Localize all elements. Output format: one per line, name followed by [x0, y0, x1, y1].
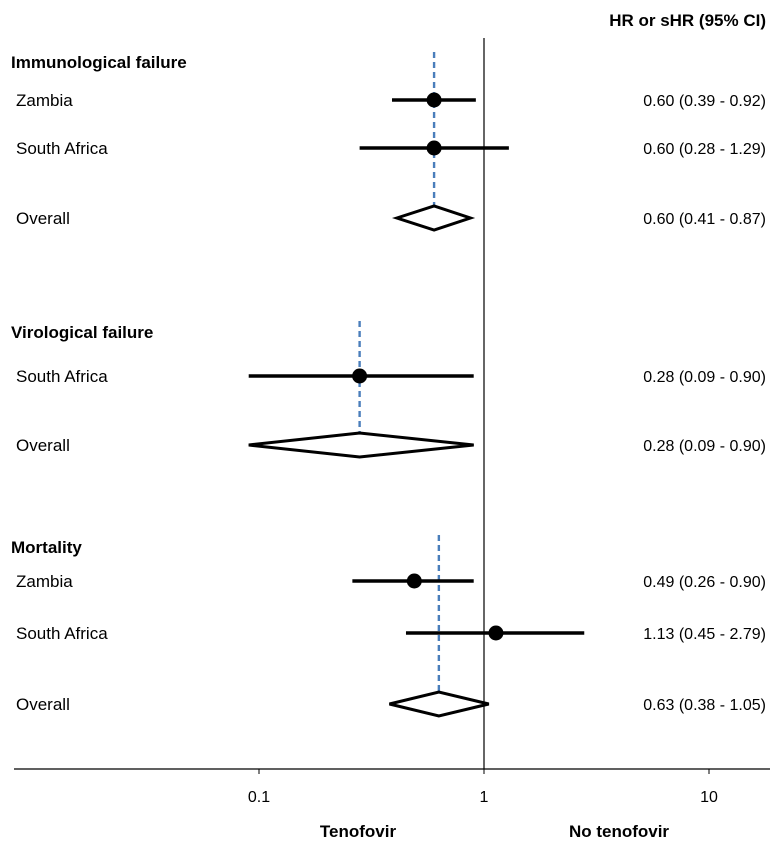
- direction-label-left: Tenofovir: [320, 822, 397, 841]
- x-tick-label: 0.1: [248, 789, 270, 806]
- group-title: Mortality: [11, 538, 82, 557]
- point-estimate: [488, 625, 504, 641]
- estimate-ci-text: 0.63 (0.38 - 1.05): [643, 697, 766, 714]
- point-estimate: [426, 140, 442, 156]
- point-estimate: [426, 92, 442, 108]
- overall-diamond: [389, 690, 490, 718]
- estimate-ci-text: 0.60 (0.41 - 0.87): [643, 211, 766, 228]
- row-label: Overall: [16, 436, 70, 455]
- row-label: Zambia: [16, 572, 73, 591]
- estimate-ci-text: 1.13 (0.45 - 2.79): [643, 626, 766, 643]
- x-tick-label: 1: [480, 789, 489, 806]
- group-title: Immunological failure: [11, 53, 187, 72]
- row-label: South Africa: [16, 624, 108, 643]
- row-label: South Africa: [16, 367, 108, 386]
- estimate-ci-text: 0.60 (0.28 - 1.29): [643, 141, 766, 158]
- x-tick-label: 10: [700, 789, 718, 806]
- point-estimate: [406, 573, 422, 589]
- overall-diamond: [248, 431, 474, 459]
- estimate-ci-text: 0.60 (0.39 - 0.92): [643, 93, 766, 110]
- estimate-ci-text: 0.28 (0.09 - 0.90): [643, 438, 766, 455]
- row-label: South Africa: [16, 139, 108, 158]
- row-label: Overall: [16, 209, 70, 228]
- direction-label-right: No tenofovir: [569, 822, 669, 841]
- row-label: Zambia: [16, 91, 73, 110]
- column-header: HR or sHR (95% CI): [609, 11, 766, 30]
- estimate-ci-text: 0.49 (0.26 - 0.90): [643, 574, 766, 591]
- estimate-ci-text: 0.28 (0.09 - 0.90): [643, 369, 766, 386]
- row-label: Overall: [16, 695, 70, 714]
- point-estimate: [352, 368, 368, 384]
- overall-diamond: [391, 204, 476, 232]
- group-title: Virological failure: [11, 323, 153, 342]
